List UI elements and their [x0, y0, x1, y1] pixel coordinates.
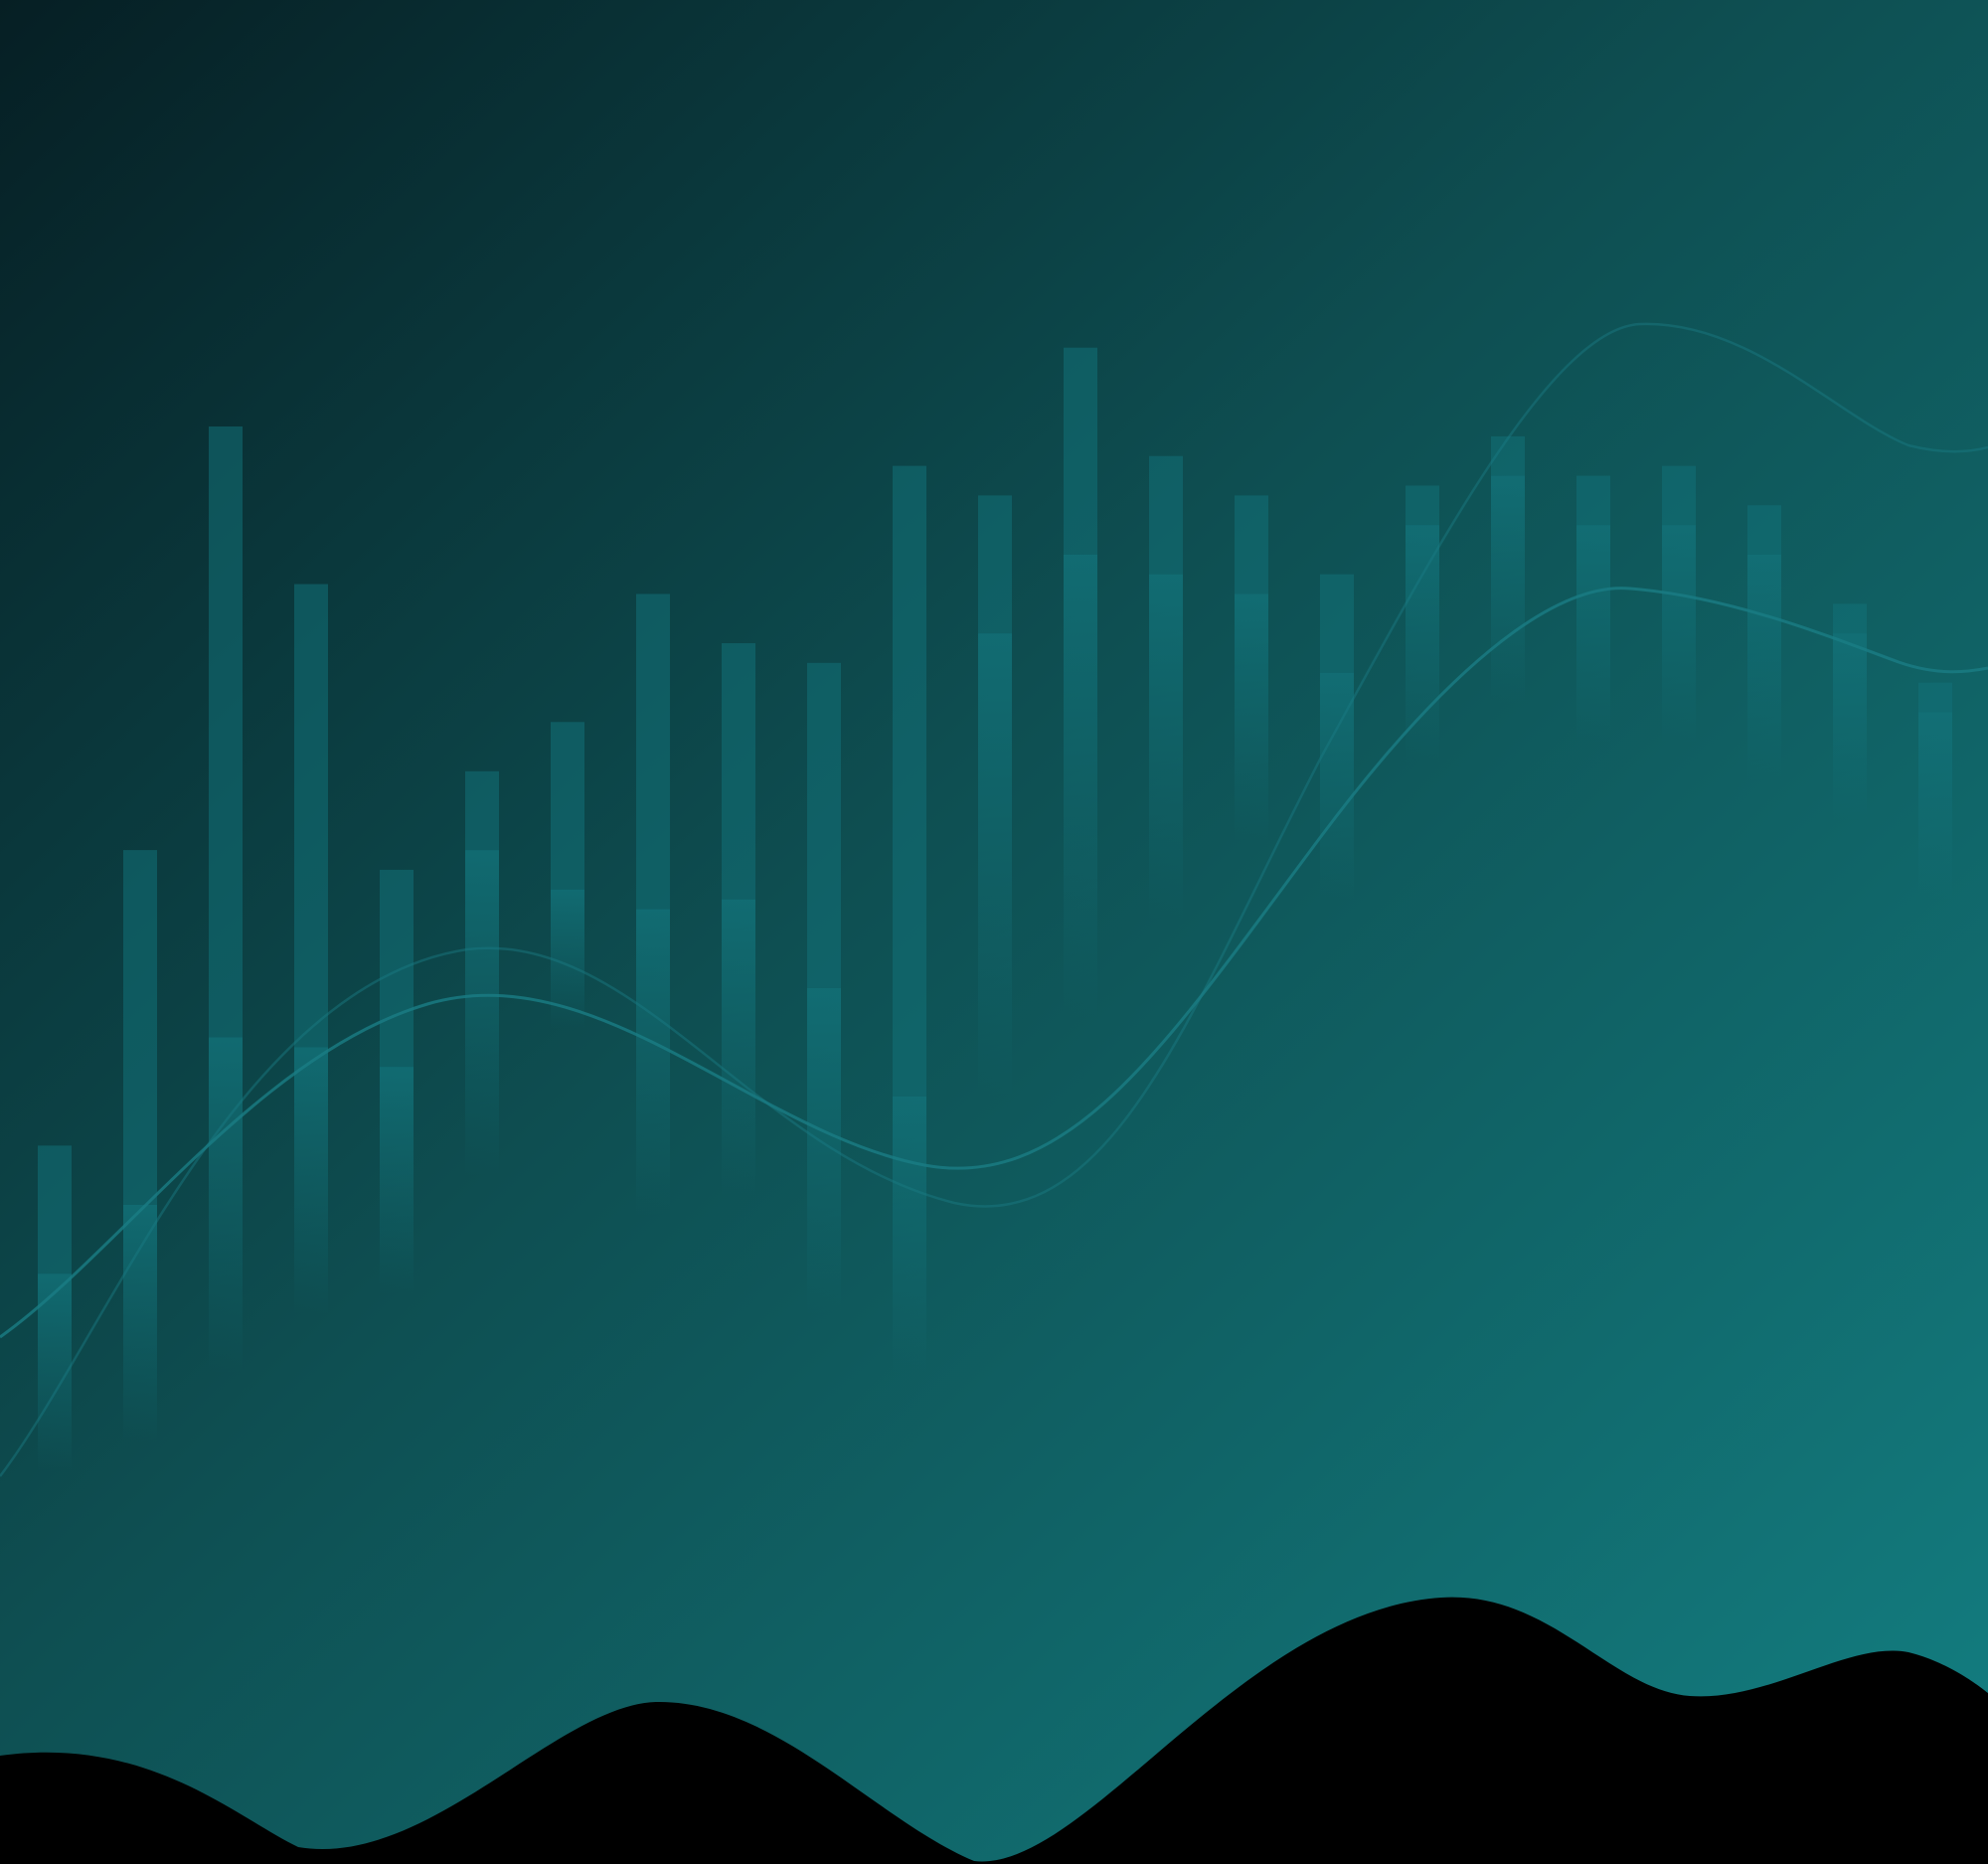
candle-cap	[1064, 347, 1097, 555]
candle-cap	[1662, 465, 1696, 526]
candle-cap	[722, 643, 755, 900]
candle-body	[636, 909, 670, 1216]
candle-body	[978, 633, 1012, 1098]
candle-body	[1491, 475, 1525, 704]
candle-8	[636, 335, 670, 1216]
candle-18	[1491, 177, 1525, 704]
candle-cap	[1406, 485, 1439, 526]
candle-13	[1064, 88, 1097, 1019]
candle-body	[38, 1273, 72, 1472]
candle-body	[1662, 525, 1696, 743]
candle-cap	[1576, 475, 1610, 526]
candle-cap	[1149, 455, 1183, 575]
candle-cap	[380, 869, 414, 1068]
candle-body	[1747, 554, 1781, 782]
candle-1	[38, 887, 72, 1472]
bottom-wave	[0, 1597, 1988, 1864]
candle-cap	[294, 584, 328, 1048]
candle-17	[1406, 227, 1439, 763]
candle-22	[1833, 345, 1867, 822]
candle-4	[294, 325, 328, 1314]
candle-body	[1320, 672, 1354, 901]
candles-layer	[38, 88, 1952, 1472]
candle-14	[1149, 197, 1183, 921]
candle-cap	[465, 770, 499, 851]
candle-cap	[123, 850, 157, 1205]
candle-cap	[1833, 603, 1867, 634]
candle-cap	[636, 593, 670, 910]
candle-cap	[1320, 574, 1354, 673]
candle-body	[893, 1096, 926, 1374]
candle-cap	[893, 465, 926, 1097]
candle-19	[1576, 217, 1610, 743]
candle-body	[1064, 554, 1097, 1019]
candle-10	[807, 404, 841, 1314]
candle-15	[1235, 237, 1268, 841]
candle-6	[465, 512, 499, 1176]
candle-23	[1918, 424, 1952, 901]
candle-cap	[978, 495, 1012, 634]
candle-body	[465, 850, 499, 1176]
candle-body	[380, 1067, 414, 1294]
candle-body	[1918, 712, 1952, 901]
candle-body	[1576, 525, 1610, 743]
candle-body	[1406, 525, 1439, 763]
candle-body	[807, 987, 841, 1314]
trend-curve-secondary	[0, 322, 1988, 1477]
candle-cap	[1491, 435, 1525, 476]
candle-11	[893, 207, 926, 1374]
candle-cap	[1747, 505, 1781, 555]
candle-9	[722, 385, 755, 1196]
candle-body	[209, 1037, 243, 1374]
candle-cap	[1918, 682, 1952, 713]
candle-body	[1833, 633, 1867, 822]
candle-12	[978, 237, 1012, 1098]
candle-body	[722, 899, 755, 1196]
candle-5	[380, 610, 414, 1294]
candle-20	[1662, 207, 1696, 743]
candle-16	[1320, 315, 1354, 901]
candle-body	[123, 1204, 157, 1442]
candle-cap	[807, 662, 841, 988]
candle-2	[123, 592, 157, 1442]
candle-body	[1149, 574, 1183, 921]
candle-cap	[209, 426, 243, 1038]
candle-3	[209, 168, 243, 1374]
candle-cap	[551, 722, 584, 890]
candle-body	[1235, 593, 1268, 841]
candle-body	[294, 1047, 328, 1314]
candle-cap	[38, 1145, 72, 1274]
trend-curve-primary	[0, 587, 1988, 1339]
candle-21	[1747, 247, 1781, 782]
candle-cap	[1235, 495, 1268, 594]
